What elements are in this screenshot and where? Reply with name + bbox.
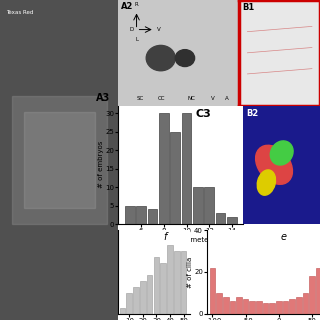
Text: e: e	[281, 232, 286, 242]
Bar	[289, 299, 295, 314]
Bar	[204, 187, 214, 224]
Bar	[159, 113, 169, 224]
Bar	[148, 209, 157, 224]
Text: R: R	[135, 2, 139, 7]
Bar	[269, 303, 275, 314]
Bar	[24, 112, 95, 208]
Text: NC: NC	[187, 96, 195, 101]
Text: SC: SC	[137, 96, 144, 101]
Bar	[243, 299, 248, 314]
Text: Texas Red: Texas Red	[6, 10, 33, 15]
Bar	[229, 301, 235, 314]
Bar	[174, 251, 180, 314]
Bar	[256, 301, 262, 314]
Text: V: V	[211, 96, 215, 101]
Text: B2: B2	[246, 109, 259, 118]
Text: f: f	[163, 232, 166, 242]
Bar	[227, 217, 237, 224]
Bar	[316, 268, 320, 314]
Bar	[236, 297, 242, 314]
Bar	[216, 213, 226, 224]
Bar	[154, 257, 159, 314]
Bar	[167, 245, 173, 314]
Bar	[120, 308, 125, 314]
Bar	[147, 275, 153, 314]
Bar	[216, 293, 222, 314]
Text: A3: A3	[96, 93, 110, 103]
Bar	[125, 205, 135, 224]
Ellipse shape	[257, 170, 276, 195]
Ellipse shape	[256, 145, 292, 184]
Bar	[210, 268, 215, 314]
Bar	[223, 297, 228, 314]
Text: L: L	[135, 37, 138, 42]
Text: B1: B1	[243, 3, 255, 12]
Bar	[133, 287, 139, 314]
Bar	[182, 113, 191, 224]
Bar	[160, 263, 166, 314]
Y-axis label: # of embryos: # of embryos	[98, 141, 104, 188]
Bar	[296, 297, 301, 314]
Bar	[136, 205, 146, 224]
Text: C3: C3	[195, 109, 211, 119]
Bar	[193, 187, 203, 224]
X-axis label: Central canal diameter (μm): Central canal diameter (μm)	[131, 237, 230, 244]
Bar	[309, 276, 315, 314]
Text: A: A	[225, 96, 229, 101]
Bar	[140, 281, 146, 314]
Bar	[276, 301, 282, 314]
Text: CC: CC	[158, 96, 166, 101]
Ellipse shape	[270, 141, 293, 165]
Bar	[303, 293, 308, 314]
Bar	[181, 251, 187, 314]
Text: D: D	[130, 27, 134, 32]
Circle shape	[146, 45, 175, 71]
Y-axis label: # of cilia: # of cilia	[187, 256, 193, 288]
Bar	[170, 132, 180, 224]
Bar	[250, 301, 255, 314]
Text: A2: A2	[121, 2, 133, 11]
Bar	[263, 303, 268, 314]
Bar	[12, 96, 107, 224]
Bar	[283, 301, 288, 314]
Circle shape	[175, 50, 195, 67]
Bar	[126, 293, 132, 314]
Text: V: V	[157, 27, 161, 32]
